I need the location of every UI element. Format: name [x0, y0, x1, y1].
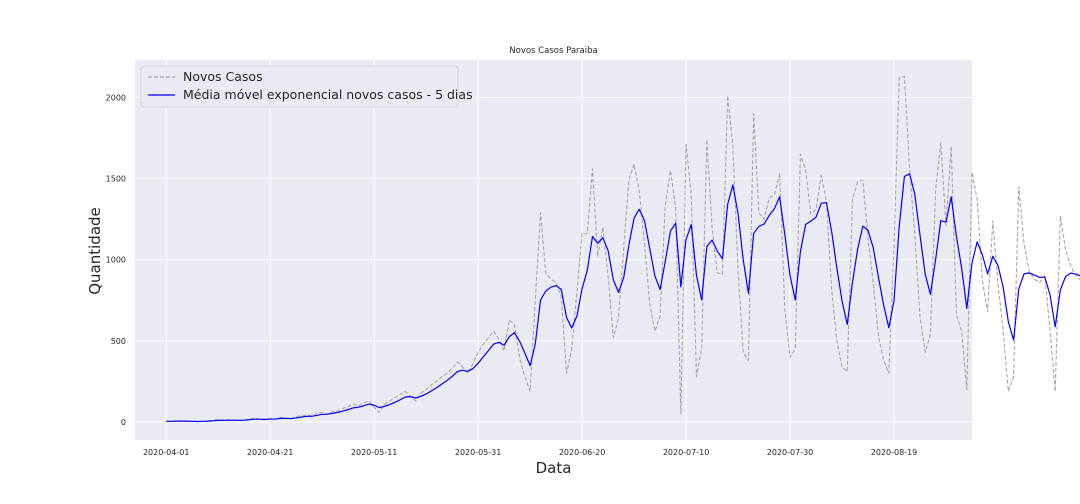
x-tick-label: 2020-04-21 — [247, 448, 294, 457]
series-group — [166, 75, 1080, 423]
y-tick-label: 2000 — [106, 93, 126, 102]
x-tick-label: 2020-08-19 — [871, 448, 918, 457]
grid — [135, 60, 972, 440]
legend-box — [140, 65, 459, 108]
x-tick-label: 2020-05-11 — [351, 448, 398, 457]
legend: Novos Casos Média móvel exponencial novo… — [140, 65, 473, 108]
x-axis-label: Data — [536, 459, 572, 477]
series-line-media-movel — [166, 173, 1080, 423]
chart-title: Novos Casos Paraiba — [509, 46, 597, 56]
y-axis-label: Quantidade — [86, 207, 104, 295]
y-tick-label: 1000 — [106, 256, 126, 265]
series-line-novos-casos — [166, 75, 1080, 423]
y-tick-label: 500 — [111, 337, 126, 346]
y-tick-label: 1500 — [106, 175, 126, 184]
x-tick-label: 2020-05-31 — [455, 448, 502, 457]
legend-label-media-movel: Média móvel exponencial novos casos - 5 … — [183, 87, 473, 102]
plot-area — [135, 60, 972, 440]
x-tick-label: 2020-07-30 — [767, 448, 814, 457]
x-tick-label: 2020-07-10 — [663, 448, 710, 457]
legend-label-novos-casos: Novos Casos — [183, 69, 263, 84]
x-tick-label: 2020-04-01 — [143, 448, 190, 457]
x-tick-label: 2020-06-20 — [559, 448, 606, 457]
tick-labels: 2020-04-01 2020-04-21 2020-05-11 2020-05-31… — [106, 93, 918, 457]
y-tick-label: 0 — [121, 418, 126, 427]
